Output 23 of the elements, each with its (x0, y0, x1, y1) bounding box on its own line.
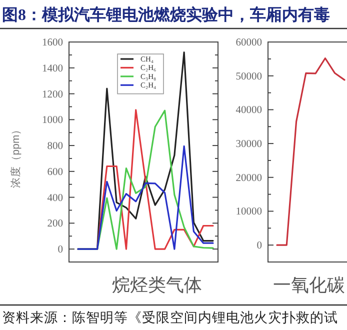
y-tick-label: 0 (58, 244, 63, 256)
y-tick-label: 600 (47, 166, 63, 178)
chart-title: 图8：模拟汽车锂电池燃烧实验中，车厢内有毒 (2, 6, 330, 24)
x-axis-title: 一氧化碳 (273, 275, 345, 295)
y-tick-label: 800 (47, 141, 63, 152)
line-series (77, 145, 214, 250)
y-tick-label: 50000 (236, 71, 262, 82)
y-tick-label: 1400 (42, 63, 63, 74)
y-tick-label: 1200 (42, 89, 63, 100)
y-tick-label: 1600 (42, 38, 63, 48)
line-series (276, 57, 346, 246)
text: 资料来源：陈智明等《受限空间内锂电池火灾扑救的试 (2, 310, 338, 325)
y-tick-label: 20000 (236, 172, 262, 184)
y-axis-title: 浓度（ppm） (9, 124, 22, 188)
x-axis-title: 烷烃类气体 (112, 275, 202, 295)
y-tick-label: 200 (47, 218, 63, 230)
y-tick-label: 1000 (42, 115, 63, 126)
y-tick-label: 400 (47, 192, 63, 204)
y-tick-label: 10000 (236, 206, 262, 218)
y-tick-label: 40000 (236, 105, 262, 116)
y-tick-label: 60000 (236, 38, 262, 48)
y-tick-label: 30000 (236, 139, 262, 150)
y-tick-label: 0 (256, 240, 262, 252)
